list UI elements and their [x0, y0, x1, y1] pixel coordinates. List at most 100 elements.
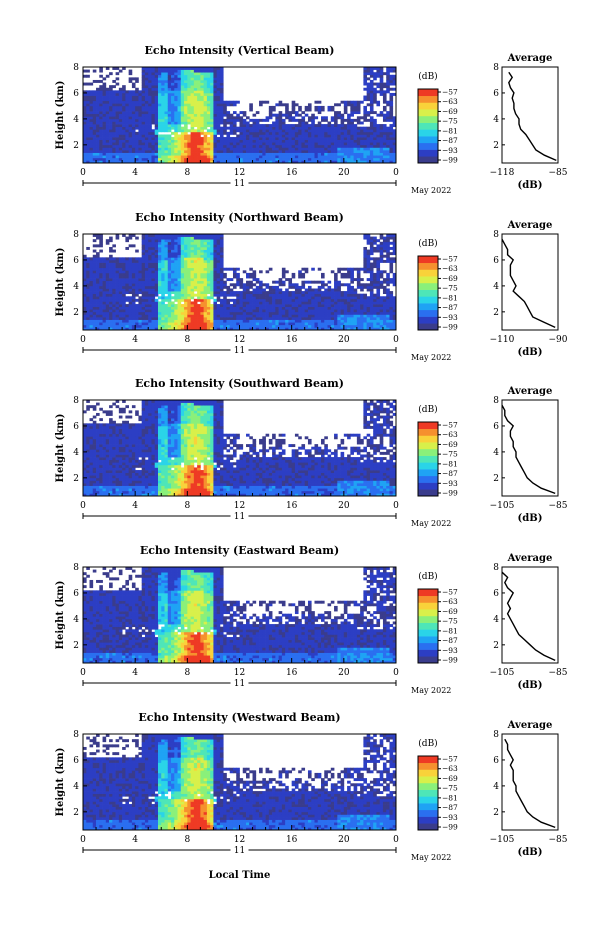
heatmap-cell	[161, 124, 165, 128]
heatmap-cell	[148, 90, 152, 94]
heatmap-cell	[174, 319, 178, 323]
heatmap-cell	[96, 314, 100, 318]
heatmap-cell	[226, 160, 231, 164]
heatmap-cell	[118, 108, 123, 112]
heatmap-cell	[167, 327, 172, 331]
heatmap-cell	[144, 246, 149, 250]
heatmap-cell	[180, 90, 185, 94]
heatmap-cell	[164, 309, 169, 313]
heatmap-cell	[190, 314, 195, 318]
heatmap-cell	[171, 105, 175, 109]
heatmap-cell	[144, 259, 149, 263]
heatmap-cell	[281, 124, 286, 128]
heatmap-cell	[356, 150, 361, 153]
heatmap-cell	[193, 72, 198, 76]
heatmap-cell	[128, 155, 133, 159]
heatmap-cell	[177, 69, 182, 73]
heatmap-cell	[144, 275, 149, 279]
heatmap-cell	[190, 85, 195, 89]
heatmap-cell	[161, 157, 165, 161]
heatmap-cell	[376, 124, 381, 128]
heatmap-cell	[203, 317, 208, 320]
heatmap-cell	[187, 103, 191, 107]
heatmap-cell	[157, 116, 162, 120]
heatmap-cell	[259, 288, 263, 292]
heatmap-cell	[187, 291, 191, 295]
heatmap-cell	[180, 324, 185, 328]
heatmap-cell	[161, 244, 165, 248]
heatmap-cell	[242, 152, 247, 156]
heatmap-cell	[197, 142, 201, 146]
heatmap-cell	[353, 322, 358, 326]
heatmap-cell	[389, 155, 394, 159]
heatmap-cell	[363, 322, 368, 326]
heatmap-cell	[252, 160, 257, 164]
heatmap-cell	[301, 160, 306, 164]
heatmap-cell	[239, 142, 244, 146]
heatmap-cell	[190, 100, 195, 104]
heatmap-cell	[376, 126, 381, 130]
heatmap-cell	[255, 157, 260, 161]
heatmap-cell	[275, 150, 279, 153]
heatmap-cell	[242, 134, 247, 138]
heatmap-cell	[109, 147, 113, 151]
heatmap-cell	[246, 304, 250, 307]
heatmap-cell	[131, 111, 136, 115]
heatmap-cell	[141, 319, 146, 323]
heatmap-cell	[216, 155, 221, 159]
heatmap-cell	[86, 259, 90, 263]
heatmap-cell	[236, 317, 240, 320]
heatmap-cell	[83, 92, 87, 96]
heatmap-cell	[141, 249, 146, 253]
heatmap-cell	[96, 116, 100, 120]
colorbar-tick-label: −81	[442, 126, 458, 135]
heatmap-cell	[187, 144, 191, 148]
heatmap-cell	[177, 241, 182, 245]
heatmap-cell	[144, 296, 149, 300]
heatmap-cell	[190, 317, 195, 320]
heatmap-cell	[275, 304, 279, 307]
heatmap-cell	[343, 267, 348, 271]
heatmap-cell	[92, 270, 97, 274]
heatmap-cell	[288, 309, 293, 313]
heatmap-cell	[177, 257, 182, 261]
heatmap-cell	[324, 283, 328, 287]
heatmap-cell	[210, 147, 214, 151]
heatmap-cell	[369, 72, 374, 76]
heatmap-cell	[288, 298, 293, 302]
heatmap-cell	[164, 314, 169, 318]
heatmap-cell	[213, 103, 218, 107]
heatmap-cell	[131, 311, 136, 315]
heatmap-cell	[216, 118, 221, 122]
heatmap-cell	[171, 301, 175, 305]
heatmap-cell	[96, 322, 100, 326]
heatmap-cell	[317, 160, 322, 164]
heatmap-cell	[177, 314, 182, 318]
heatmap-cell	[122, 301, 126, 305]
heatmap-cell	[86, 126, 90, 130]
heatmap-cell	[151, 131, 156, 135]
heatmap-cell	[226, 322, 231, 326]
heatmap-cell	[255, 152, 260, 156]
heatmap-cell	[343, 155, 348, 159]
heatmap-cell	[180, 77, 185, 81]
heatmap-cell	[118, 139, 123, 143]
heatmap-cell	[197, 72, 201, 76]
heatmap-cell	[184, 239, 188, 243]
heatmap-cell	[226, 319, 231, 323]
heatmap-cell	[92, 92, 97, 96]
heatmap-cell	[317, 105, 322, 109]
heatmap-cell	[255, 319, 260, 323]
heatmap-cell	[83, 131, 87, 135]
heatmap-cell	[105, 257, 110, 261]
heatmap-cell	[206, 319, 211, 323]
heatmap-cell	[157, 317, 162, 320]
heatmap-cell	[190, 285, 195, 289]
heatmap-cell	[226, 111, 231, 115]
heatmap-cell	[317, 314, 322, 318]
heatmap-cell	[317, 298, 322, 302]
heatmap-cell	[350, 113, 354, 117]
heatmap-cell	[379, 79, 384, 83]
heatmap-cell	[99, 116, 103, 120]
heatmap-cell	[392, 77, 397, 81]
